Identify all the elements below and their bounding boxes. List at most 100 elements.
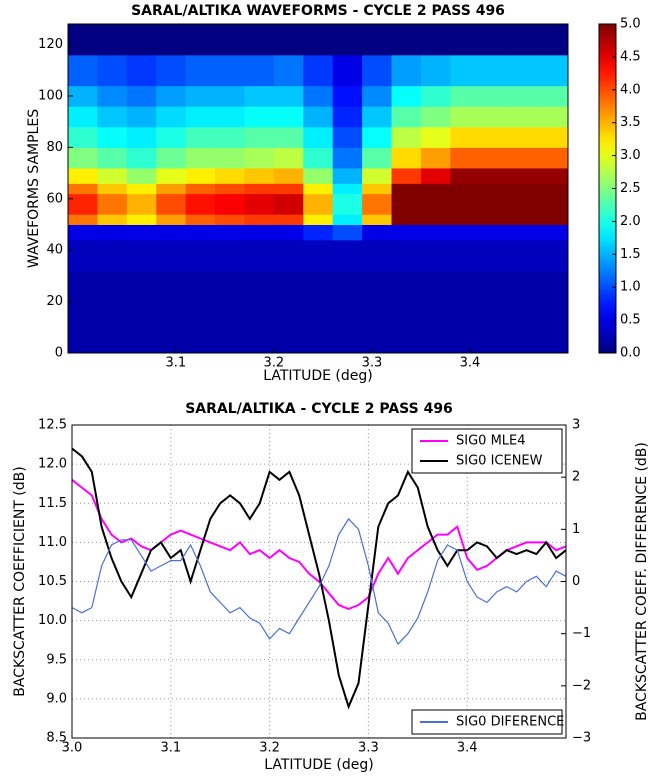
- heatmap-cell: [185, 193, 216, 205]
- heatmap-cell: [509, 167, 540, 184]
- y-tick-label: 80: [46, 140, 63, 155]
- heatmap-cell: [244, 54, 275, 87]
- heatmap-cell: [332, 85, 363, 107]
- heatmap-cell: [479, 85, 510, 107]
- colorbar-tick-label: 1.5: [620, 247, 641, 262]
- heatmap-cell: [420, 224, 451, 241]
- x-tick-label: 3.0: [62, 741, 83, 756]
- heatmap-cell: [479, 54, 510, 87]
- heatmap-cell: [450, 270, 481, 313]
- heatmap-cell: [215, 126, 245, 148]
- heatmap-cell: [450, 193, 481, 205]
- heatmap-cell: [420, 85, 451, 107]
- heatmap-cell: [273, 311, 304, 354]
- heatmap-cell: [332, 54, 363, 87]
- heatmap-cell: [215, 54, 245, 87]
- heatmap-cell: [68, 183, 98, 195]
- heatmap-cell: [97, 270, 128, 313]
- x-tick-label: 3.1: [160, 741, 181, 756]
- heatmap-cell: [538, 24, 569, 56]
- heatmap-cell: [450, 214, 481, 225]
- heatmap-cell: [156, 214, 187, 225]
- heatmap-cell: [479, 239, 510, 272]
- heatmap-cell: [362, 311, 393, 354]
- legend-label: SIG0 ICENEW: [456, 454, 543, 469]
- heatmap-cell: [215, 270, 245, 313]
- colorbar-tick-label: 4.0: [620, 82, 641, 97]
- x-tick-label: 3.4: [457, 741, 478, 756]
- heatmap-cell: [185, 54, 216, 87]
- heatmap-cell: [97, 239, 128, 272]
- heatmap-cell: [273, 167, 304, 184]
- x-tick-label: 3.3: [362, 356, 383, 371]
- colorbar-tick-label: 1.0: [620, 280, 641, 295]
- heatmap-cell: [420, 126, 451, 148]
- series-line: [72, 447, 566, 710]
- heatmap-cell: [509, 270, 540, 313]
- heatmap-cell: [156, 203, 187, 215]
- heatmap-cell: [156, 167, 187, 184]
- heatmap-cell: [126, 193, 157, 205]
- heatmap-cell: [68, 24, 98, 56]
- legend-box: [411, 428, 563, 474]
- heatmap-cell: [126, 106, 157, 128]
- heatmap-cell: [126, 311, 157, 354]
- heatmap-cell: [391, 85, 422, 107]
- y-tick-label: 40: [46, 243, 63, 258]
- heatmap-cell: [479, 147, 510, 169]
- y2-tick-label: 0: [572, 574, 580, 589]
- heatmap-cell: [185, 126, 216, 148]
- y-tick-label: 12.5: [38, 418, 67, 433]
- x-tick-label: 3.4: [460, 356, 481, 371]
- y-tick-label: 0: [55, 346, 63, 361]
- heatmap-cell: [126, 270, 157, 313]
- heatmap-cell: [538, 106, 569, 128]
- heatmap-cell: [362, 106, 393, 128]
- heatmap-cell: [391, 311, 422, 354]
- heatmap-cell: [273, 183, 304, 195]
- colorbar-tick-label: 0.0: [620, 346, 641, 361]
- heatmap-cell: [126, 85, 157, 107]
- heatmap-cell: [68, 239, 98, 272]
- heatmap-cell: [156, 126, 187, 148]
- heatmap-cell: [303, 193, 334, 205]
- heatmap-cell: [244, 239, 275, 272]
- heatmap-cell: [303, 85, 334, 107]
- heatmap-cell: [244, 311, 275, 354]
- heatmap-cell: [303, 24, 334, 56]
- heatmap-cell: [97, 203, 128, 215]
- heatmap-cell: [244, 270, 275, 313]
- y2-tick-label: 1: [572, 522, 580, 537]
- heatmap-cell: [156, 311, 187, 354]
- heatmap-cell: [479, 214, 510, 225]
- heatmap-cell: [126, 126, 157, 148]
- heatmap-cell: [273, 224, 304, 241]
- heatmap-cell: [215, 167, 245, 184]
- heatmap-cell: [509, 54, 540, 87]
- heatmap-cell: [273, 54, 304, 87]
- heatmap-cell: [303, 270, 334, 313]
- heatmap-cell: [420, 203, 451, 215]
- heatmap-cell: [538, 126, 569, 148]
- heatmap-cell: [244, 167, 275, 184]
- heatmap-cell: [509, 24, 540, 56]
- y-tick-label: 10.5: [38, 574, 67, 589]
- y2-axis-label: BACKSCATTER COEFF. DIFFERENCE (dB): [634, 442, 650, 721]
- heatmap-cell: [391, 106, 422, 128]
- heatmap-cell: [391, 214, 422, 225]
- x-tick-label: 3.1: [165, 356, 186, 371]
- heatmap-cell: [244, 193, 275, 205]
- heatmap-cell: [450, 85, 481, 107]
- heatmap-cell: [362, 85, 393, 107]
- heatmap-cell: [215, 24, 245, 56]
- heatmap-cell: [215, 183, 245, 195]
- heatmap-cell: [509, 203, 540, 215]
- heatmap-cell: [303, 54, 334, 87]
- heatmap-cell: [450, 24, 481, 56]
- heatmap-cell: [215, 147, 245, 169]
- heatmap-cell: [332, 224, 363, 241]
- y2-tick-label: −3: [572, 731, 591, 746]
- heatmap-cell: [273, 193, 304, 205]
- heatmap-cell: [509, 239, 540, 272]
- heatmap-cell: [450, 203, 481, 215]
